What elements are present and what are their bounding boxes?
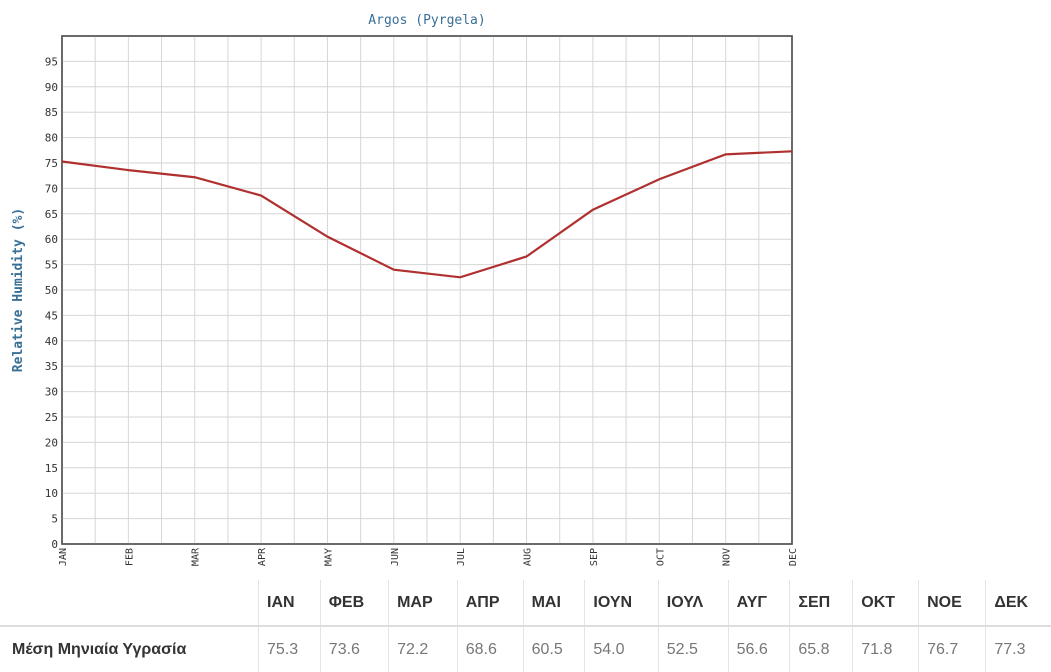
y-tick-label: 40 — [45, 335, 58, 348]
y-tick-label: 0 — [51, 538, 58, 551]
chart-title: Argos (Pyrgela) — [368, 13, 485, 28]
y-tick-label: 90 — [45, 81, 58, 94]
table-header-month: ΣΕΠ — [789, 580, 853, 627]
table-cell-value: 71.8 — [852, 626, 919, 672]
x-tick-label: AUG — [523, 548, 534, 566]
table-cell-value: 52.5 — [657, 626, 729, 672]
y-tick-label: 35 — [45, 360, 58, 373]
x-tick-label: JAN — [58, 548, 69, 566]
table-header-month: ΝΟΕ — [918, 580, 986, 627]
table-header-month: ΑΠΡ — [456, 580, 524, 627]
humidity-table: ΙΑΝ ΦΕΒ ΜΑΡ ΑΠΡ ΜΑΙ ΙΟΥΝ ΙΟΥΛ ΑΥΓ ΣΕΠ ΟΚΤ ΝΟΕ ΔΕΚ Μ… — [0, 580, 1051, 672]
x-tick-label: JUL — [456, 548, 467, 566]
y-tick-label: 95 — [45, 55, 58, 68]
y-tick-label: 45 — [45, 309, 58, 322]
plot-border — [61, 35, 793, 545]
x-tick-label: SEP — [589, 548, 600, 566]
table-header-month: ΙΟΥΛ — [657, 580, 729, 627]
y-tick-label: 30 — [45, 386, 58, 399]
table-header-month: ΔΕΚ — [985, 580, 1051, 627]
x-tick-label: FEB — [124, 548, 135, 566]
y-tick-label: 10 — [45, 487, 58, 500]
y-tick-label: 60 — [45, 233, 58, 246]
y-tick-label: 25 — [45, 411, 58, 424]
x-tick-label: MAY — [323, 548, 334, 566]
y-tick-label: 85 — [45, 106, 58, 119]
x-tick-label: MAR — [191, 547, 202, 566]
table-cell-value: 60.5 — [522, 626, 585, 672]
x-tick-label: OCT — [655, 548, 666, 566]
table-header-month: ΟΚΤ — [852, 580, 919, 627]
table-row: Μέση Μηνιαία Υγρασία 75.3 73.6 72.2 68.6 60.… — [0, 626, 1051, 672]
table-header-month: ΙΟΥΝ — [584, 580, 659, 627]
table-header-row: ΙΑΝ ΦΕΒ ΜΑΡ ΑΠΡ ΜΑΙ ΙΟΥΝ ΙΟΥΛ ΑΥΓ ΣΕΠ ΟΚΤ ΝΟΕ ΔΕΚ — [0, 580, 1051, 627]
table-cell-value: 73.6 — [319, 626, 389, 672]
table-cell-value: 54.0 — [584, 626, 659, 672]
plot-area: 0 5 10 15 20 25 30 35 40 45 50 55 60 65 70 75 80 85 90 95 JA… — [45, 35, 799, 566]
y-tick-label: 70 — [45, 182, 58, 195]
y-axis-title: Relative Humidity (%) — [11, 208, 26, 372]
table-cell-value: 76.7 — [918, 626, 986, 672]
series-line — [61, 150, 793, 279]
x-tick-label: NOV — [722, 548, 733, 566]
y-tick-label: 20 — [45, 436, 58, 449]
table-cell-value: 65.8 — [789, 626, 853, 672]
table-header-month: ΜΑΙ — [522, 580, 585, 627]
row-label: Μέση Μηνιαία Υγρασία — [12, 640, 187, 658]
table-header-month: ΜΑΡ — [388, 580, 458, 627]
y-tick-label: 50 — [45, 284, 58, 297]
table-cell-value: 56.6 — [727, 626, 790, 672]
chart-svg: Argos (Pyrgela) Relative Humidity (%) 0 5… — [11, 13, 799, 566]
y-tick-label: 65 — [45, 208, 58, 221]
y-tick-label: 5 — [51, 513, 58, 526]
x-tick-label: JUN — [390, 548, 401, 566]
table-header-month: ΙΑΝ — [258, 580, 321, 627]
table-cell-value: 77.3 — [985, 626, 1051, 672]
table-header-month: ΑΥΓ — [727, 580, 790, 627]
table-header-month: ΦΕΒ — [319, 580, 389, 627]
y-tick-label: 55 — [45, 259, 58, 272]
table-cell-value: 68.6 — [456, 626, 524, 672]
table-corner-cell — [0, 580, 259, 627]
x-tick-label: DEC — [788, 548, 799, 566]
y-tick-label: 75 — [45, 157, 58, 170]
humidity-chart: Argos (Pyrgela) Relative Humidity (%) 0 5… — [11, 13, 799, 566]
table-cell-value: 75.3 — [258, 626, 321, 672]
table-cell-value: 72.2 — [388, 626, 458, 672]
y-tick-label: 80 — [45, 132, 58, 145]
y-tick-label: 15 — [45, 462, 58, 475]
x-tick-label: APR — [257, 547, 268, 566]
